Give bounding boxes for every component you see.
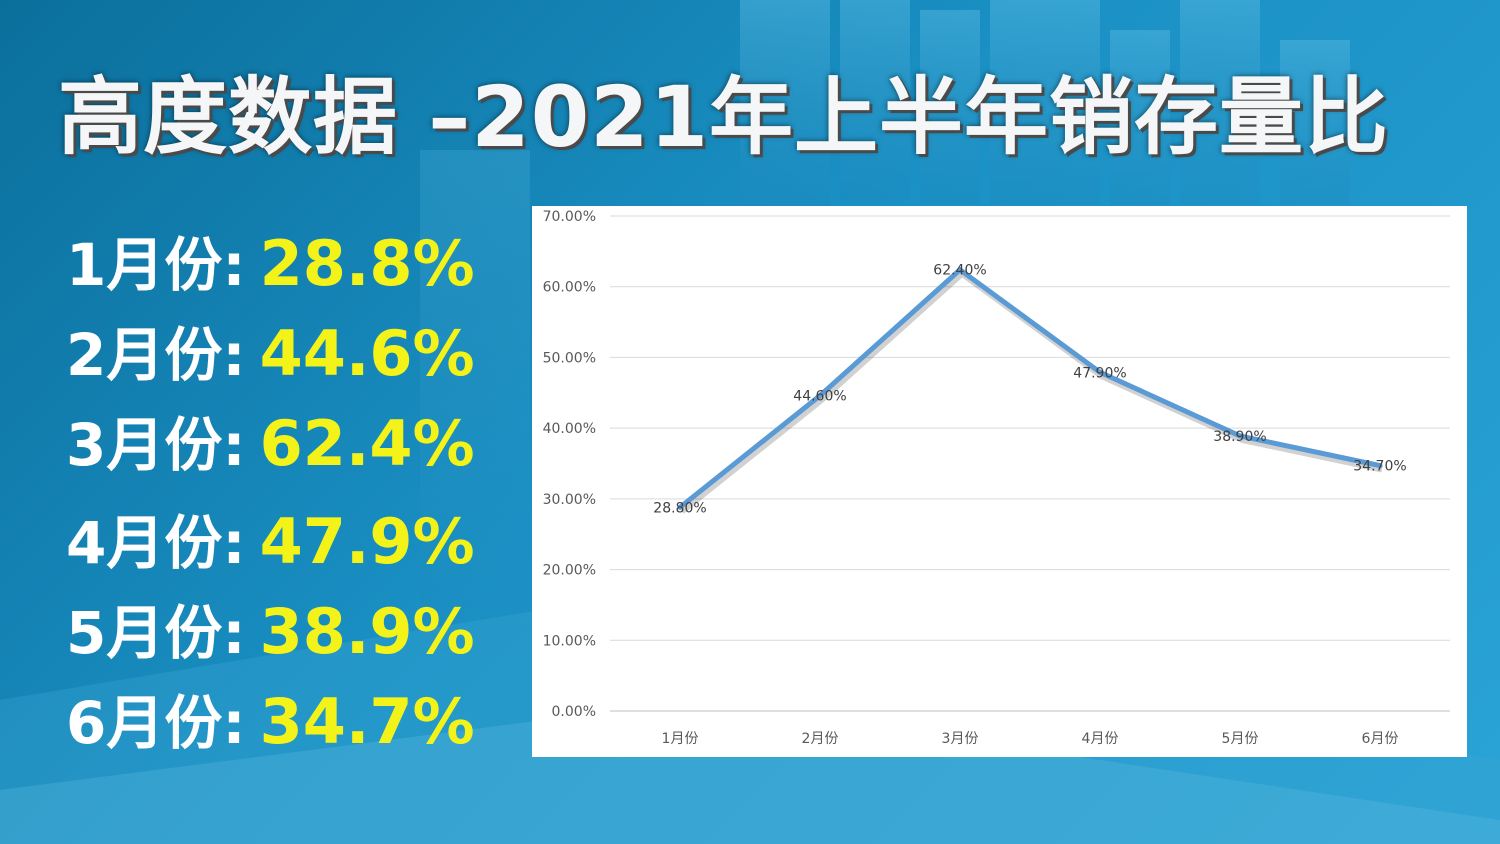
- data-label: 44.60%: [793, 389, 846, 405]
- y-tick-label: 0.00%: [552, 704, 596, 720]
- y-tick-label: 40.00%: [543, 421, 596, 437]
- line-chart: 0.00% 10.00% 20.00% 30.00% 40.00% 50.00% 60.00…: [532, 206, 1467, 757]
- line-chart-svg: 0.00% 10.00% 20.00% 30.00% 40.00% 50.00% 60.00…: [543, 209, 1450, 747]
- y-tick-label: 30.00%: [543, 492, 596, 508]
- stat-row: 3月份: 62.4%: [66, 398, 475, 488]
- stat-month-value: 38.9%: [259, 595, 475, 668]
- x-tick-label: 3月份: [942, 731, 979, 747]
- y-tick-label: 20.00%: [543, 563, 596, 579]
- page-title: 高度数据 –2021年上半年销存量比: [58, 68, 1390, 166]
- x-tick-label: 1月份: [662, 731, 699, 747]
- data-point: [817, 393, 823, 399]
- y-tick-label: 50.00%: [543, 350, 596, 366]
- stat-month-label: 2月份:: [66, 321, 246, 389]
- stat-month-label: 4月份:: [66, 509, 246, 577]
- data-label: 47.90%: [1073, 365, 1126, 381]
- data-label: 62.40%: [933, 263, 986, 279]
- data-point: [677, 504, 683, 510]
- y-tick-label: 10.00%: [543, 633, 596, 649]
- stat-row: 4月份: 47.9%: [66, 496, 475, 586]
- stat-month-value: 34.7%: [259, 685, 475, 758]
- stat-row: 6月份: 34.7%: [66, 676, 475, 766]
- x-tick-label: 5月份: [1222, 731, 1259, 747]
- data-point: [1377, 463, 1383, 469]
- stat-row: 5月份: 38.9%: [66, 586, 475, 676]
- stat-row: 1月份: 28.8%: [66, 218, 475, 308]
- x-tick-label: 4月份: [1082, 731, 1119, 747]
- series-line: [677, 267, 1383, 510]
- stat-month-value: 62.4%: [259, 407, 475, 480]
- data-point: [957, 267, 963, 273]
- x-tick-label: 2月份: [802, 731, 839, 747]
- data-point: [1097, 369, 1103, 375]
- series-line-shadow: [680, 270, 1383, 514]
- stat-month-label: 6月份:: [66, 689, 246, 757]
- y-tick-label: 70.00%: [543, 209, 596, 225]
- stat-month-value: 44.6%: [259, 317, 475, 390]
- data-label: 38.90%: [1213, 429, 1266, 445]
- monthly-stats-list: 1月份: 28.8% 2月份: 44.6% 3月份: 62.4% 4月份: 47…: [66, 218, 475, 766]
- data-label: 34.70%: [1353, 459, 1406, 475]
- stat-month-label: 1月份:: [66, 231, 246, 299]
- y-tick-label: 60.00%: [543, 280, 596, 296]
- data-label: 28.80%: [653, 500, 706, 516]
- stat-row: 2月份: 44.6%: [66, 308, 475, 398]
- x-tick-label: 6月份: [1362, 731, 1399, 747]
- stat-month-label: 5月份:: [66, 599, 246, 667]
- stat-month-value: 47.9%: [259, 505, 475, 578]
- stat-month-label: 3月份:: [66, 411, 246, 479]
- data-point: [1237, 433, 1243, 439]
- stat-month-value: 28.8%: [259, 227, 475, 300]
